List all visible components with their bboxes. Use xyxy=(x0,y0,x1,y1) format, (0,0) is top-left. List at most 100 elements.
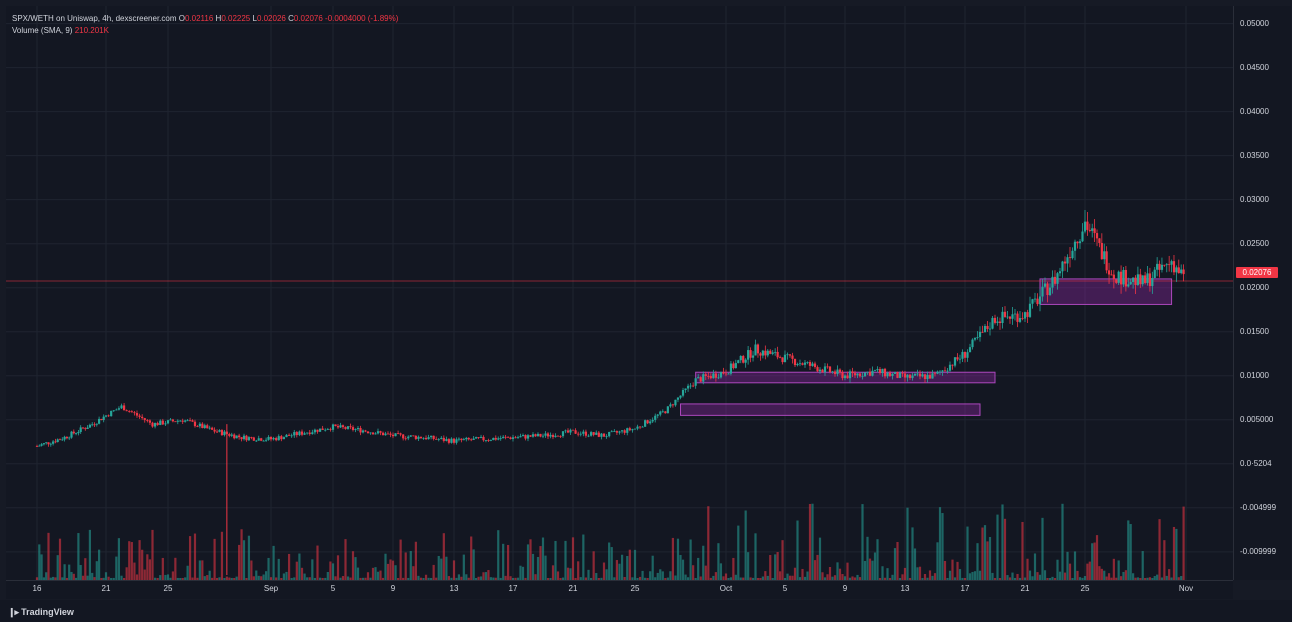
candle-body xyxy=(233,434,236,439)
volume-bar xyxy=(534,574,537,580)
candle-body xyxy=(432,435,435,439)
candle-body xyxy=(615,431,619,433)
volume-bar xyxy=(921,578,924,580)
candle-body xyxy=(135,413,139,416)
tradingview-brand[interactable]: ❙▸ TradingView xyxy=(8,607,74,618)
candle-body xyxy=(664,411,667,414)
volume-bar xyxy=(344,539,347,580)
candle-body xyxy=(544,433,547,436)
candle-body xyxy=(88,424,91,428)
volume-bar xyxy=(100,577,103,580)
candle-body xyxy=(561,431,565,437)
volume-bar xyxy=(1095,535,1099,580)
candle-body xyxy=(534,434,537,437)
candle-body xyxy=(422,437,425,439)
candle-body xyxy=(460,438,463,441)
candle-body xyxy=(499,438,502,440)
volume-bar xyxy=(1078,577,1082,580)
candle-body xyxy=(702,374,705,382)
volume-bar xyxy=(747,552,750,580)
candle-body xyxy=(321,428,324,430)
candle-body xyxy=(308,432,311,435)
volume-bar xyxy=(798,577,802,580)
volume-bar xyxy=(871,560,874,580)
candle-body xyxy=(961,351,964,359)
volume-bar xyxy=(541,537,545,580)
candle-body xyxy=(148,420,152,423)
candle-body xyxy=(506,436,510,438)
candle-body xyxy=(556,435,560,437)
volume-bar xyxy=(597,577,600,580)
candle-body xyxy=(1172,261,1176,273)
volume-bar xyxy=(95,561,98,580)
candle-body xyxy=(651,419,654,422)
price-axis[interactable] xyxy=(1233,6,1291,580)
candle-body xyxy=(613,431,616,432)
candle-body xyxy=(541,435,545,437)
candle-body xyxy=(933,373,937,375)
volume-bar xyxy=(184,577,187,580)
candle-body xyxy=(983,325,987,333)
candle-body xyxy=(442,437,445,441)
volume-bar xyxy=(218,577,221,580)
candle-body xyxy=(161,420,164,425)
volume-bar xyxy=(1117,560,1120,580)
candle-body xyxy=(516,437,520,439)
candle-body xyxy=(793,358,797,366)
candle-body xyxy=(68,437,71,439)
volume-bar xyxy=(88,529,91,580)
volume-bar xyxy=(868,558,872,580)
volume-bar xyxy=(238,544,241,580)
candle-body xyxy=(776,351,779,358)
volume-bar xyxy=(86,575,89,580)
volume-bar xyxy=(961,577,964,580)
candle-body xyxy=(602,433,606,437)
volume-bar xyxy=(287,553,291,580)
volume-bar xyxy=(42,577,45,580)
volume-bar xyxy=(702,545,705,580)
volume-bar xyxy=(1006,575,1009,580)
volume-bar xyxy=(803,576,807,580)
candle-body xyxy=(574,430,577,434)
volume-bar xyxy=(554,540,557,580)
volume-bar xyxy=(191,577,194,580)
volume-bar xyxy=(613,577,616,580)
volume-bar xyxy=(818,537,822,580)
candle-body xyxy=(717,377,720,379)
candle-body xyxy=(1093,228,1096,234)
candle-body xyxy=(412,435,415,437)
x-tick-label: Nov xyxy=(1178,584,1194,593)
volume-bar xyxy=(1081,577,1084,580)
volume-bar xyxy=(1028,570,1032,580)
volume-bar xyxy=(316,545,319,580)
volume-bar xyxy=(176,577,179,580)
candle-body xyxy=(1086,221,1089,230)
volume-bar xyxy=(233,578,236,580)
time-axis[interactable] xyxy=(6,580,1233,599)
volume-bar xyxy=(836,562,839,580)
candle-body xyxy=(644,420,647,427)
candle-body xyxy=(926,374,929,379)
candle-body xyxy=(186,420,189,422)
y-tick-label: 0.02000 xyxy=(1240,282,1269,292)
candle-body xyxy=(269,436,273,440)
candle-body xyxy=(1021,318,1024,319)
candle-body xyxy=(661,411,664,413)
candle-body xyxy=(242,435,246,440)
volume-bar xyxy=(881,566,884,580)
candle-body xyxy=(981,331,984,333)
price-plot-area[interactable] xyxy=(6,6,1233,580)
candle-body xyxy=(666,406,669,414)
candle-body xyxy=(891,373,894,376)
volume-bar xyxy=(863,560,867,580)
candle-body xyxy=(821,369,824,373)
volume-bar xyxy=(1018,577,1022,580)
candle-body xyxy=(213,429,216,432)
candle-body xyxy=(447,439,451,443)
volume-bar xyxy=(430,577,433,580)
candle-body xyxy=(351,427,355,430)
x-tick-label: 9 xyxy=(390,584,396,593)
volume-bar xyxy=(526,544,530,580)
candle-body xyxy=(737,360,740,364)
volume-bar xyxy=(946,577,949,580)
